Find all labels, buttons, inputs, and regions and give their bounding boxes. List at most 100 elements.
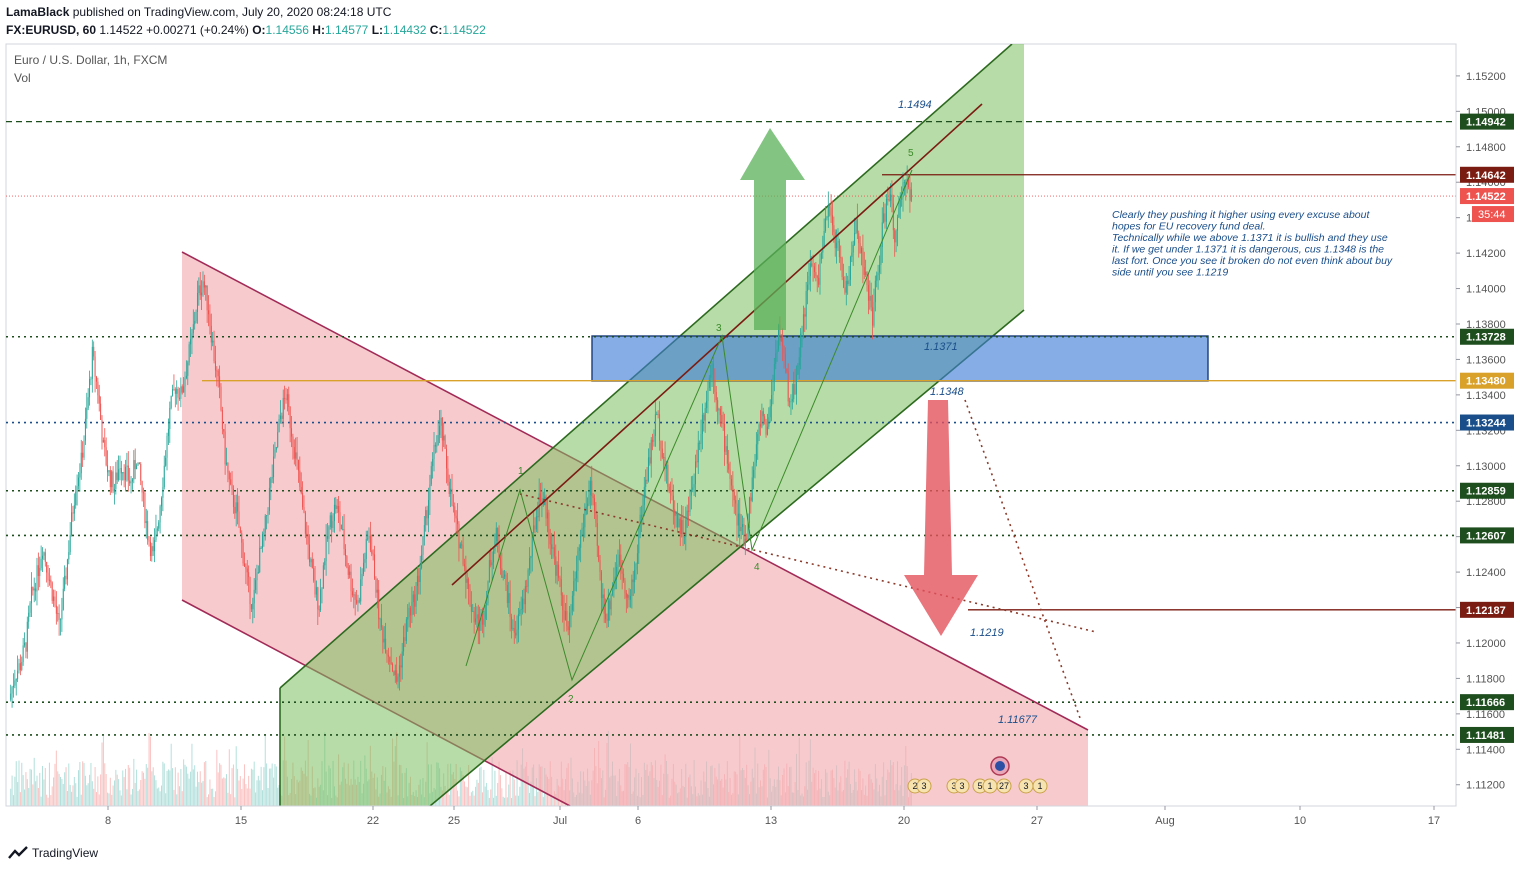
candle-body (256, 573, 258, 581)
candle-body (784, 353, 786, 369)
candle-body (712, 363, 714, 381)
candle-body (302, 493, 304, 508)
chart-legend-title[interactable]: Euro / U.S. Dollar, 1h, FXCM (14, 53, 168, 67)
volume-bar (138, 789, 140, 806)
candle-body (264, 515, 266, 533)
candle-body (22, 645, 24, 663)
candle-body (585, 506, 587, 515)
candle-body (292, 436, 294, 447)
candle-body (511, 616, 513, 629)
candle-body (665, 464, 667, 469)
time-axis[interactable]: 8 15 22 25 Jul 6 13 20 27 Aug 10 17 (6, 805, 1456, 827)
candle-body (274, 449, 276, 457)
candle-body (315, 587, 317, 595)
level-price-label: 1.11481 (1466, 730, 1505, 742)
volume-bar (100, 774, 102, 806)
candle-body (439, 425, 441, 435)
candle-body (520, 609, 522, 611)
candle-body (802, 314, 804, 332)
candle-body (118, 469, 120, 480)
volume-bar (24, 789, 26, 806)
event-badge (1032, 778, 1048, 794)
volume-legend[interactable]: Vol (14, 71, 31, 85)
candle-body (166, 435, 168, 458)
y-tick-label: 1.11600 (1466, 709, 1505, 721)
price-axis[interactable]: 1.112001.114001.116001.118001.120001.122… (1455, 44, 1514, 806)
candle-body (108, 470, 110, 473)
volume-bar (242, 778, 244, 806)
volume-bar (163, 763, 165, 806)
volume-bar (190, 771, 192, 806)
candle-body (768, 417, 770, 427)
candle-body (296, 452, 298, 460)
volume-bar (266, 763, 268, 806)
candle-body (531, 532, 533, 557)
candle-body (484, 604, 486, 619)
candle-body (226, 462, 228, 465)
volume-bar (185, 766, 187, 806)
candle-body (769, 406, 771, 418)
open-value: 1.14556 (265, 23, 309, 37)
candle-body (130, 481, 132, 484)
volume-bar (528, 792, 530, 806)
candle-body (115, 472, 117, 489)
volume-bar (491, 757, 493, 806)
candle-body (773, 363, 775, 382)
candle-body (502, 576, 504, 578)
level-price-tag (1460, 694, 1514, 711)
candle-body (540, 493, 542, 502)
candle-body (196, 292, 198, 313)
event-badges[interactable]: 2 3 3 3 5 1 27 3 1 (907, 756, 1048, 794)
low-label: L: (371, 23, 384, 37)
footer-brand[interactable]: TradingView (8, 846, 98, 860)
volume-bar (461, 771, 463, 806)
note-line: hopes for EU recovery fund deal. (1112, 221, 1266, 233)
candle-body (725, 446, 727, 452)
volume-bar (48, 762, 50, 806)
volume-bar (473, 795, 475, 806)
x-tick-label: 25 (448, 815, 460, 827)
volume-bar (69, 784, 71, 806)
candle-body (646, 479, 648, 482)
candle-body (877, 272, 879, 276)
candle-body (457, 518, 459, 525)
candle-body (14, 680, 16, 686)
candle-body (98, 395, 100, 404)
event-badge-label: 3 (921, 781, 926, 791)
candle-body (174, 389, 176, 394)
y-tick-label: 1.11800 (1466, 673, 1505, 685)
volume-bar (470, 792, 472, 806)
wave-label: 1 (518, 466, 524, 477)
volume-bar (174, 767, 176, 806)
volume-bar (238, 780, 240, 806)
candle-body (632, 579, 634, 583)
candle-body (411, 602, 413, 616)
candle-body (244, 563, 246, 567)
volume-bar (26, 779, 28, 806)
volume-bar (137, 791, 139, 806)
candle-body (452, 505, 454, 507)
publisher-name[interactable]: LamaBlack (6, 5, 70, 19)
symbol-label[interactable]: FX:EURUSD, 60 (6, 23, 97, 37)
candle-body (437, 434, 439, 446)
candle-body (516, 629, 518, 636)
candle-body (53, 596, 55, 601)
event-badge-label: 2 (912, 781, 917, 791)
candle-body (181, 386, 183, 393)
last-price: 1.14522 (99, 23, 143, 37)
candle-body (62, 588, 64, 610)
candle-body (380, 618, 382, 628)
candle-body (285, 398, 287, 401)
candle-body (559, 577, 561, 580)
volume-bar (118, 779, 120, 806)
candle-body (747, 523, 749, 539)
candle-body (812, 265, 814, 267)
candle-body (125, 466, 127, 481)
candle-body (517, 614, 519, 630)
volume-bar (177, 772, 179, 806)
candle-body (208, 310, 210, 315)
volume-bar (524, 766, 526, 806)
candle-body (414, 594, 416, 607)
candle-body (82, 452, 84, 458)
